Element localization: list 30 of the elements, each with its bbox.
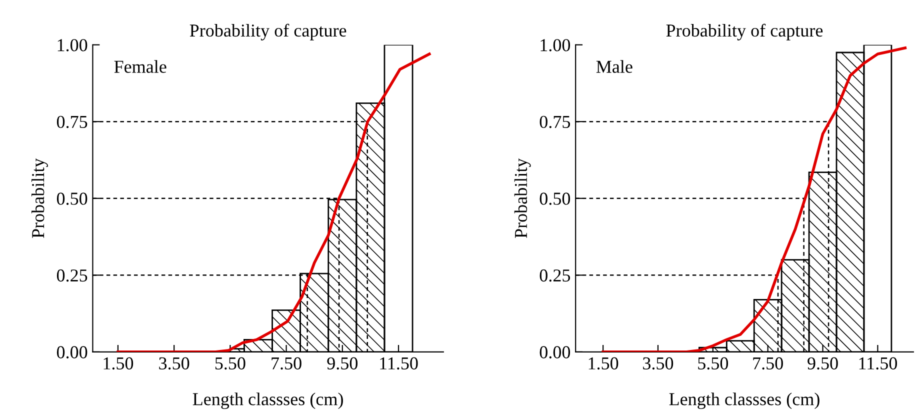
x-tick-label: 11.50 xyxy=(380,357,418,370)
x-tick-label: 9.50 xyxy=(808,357,838,370)
x-axis-title: Length classses (cm) xyxy=(669,392,820,410)
y-tick-label: 0.75 xyxy=(56,116,88,128)
y-tick-label: 0.50 xyxy=(56,192,88,205)
y-tick-label: 1.00 xyxy=(58,39,88,52)
x-tick-label: 3.50 xyxy=(643,357,674,370)
y-axis-title: Probability xyxy=(32,158,48,238)
y-tick-label: 0.75 xyxy=(540,116,570,128)
x-tick-label: 1.50 xyxy=(104,357,134,370)
x-axis-title: Length classses (cm) xyxy=(192,392,343,410)
x-tick-label: 7.50 xyxy=(753,357,783,370)
y-tick-label: 1.00 xyxy=(540,39,570,52)
chart-title: Probability of capture xyxy=(190,24,346,40)
chart-title: Probability of capture xyxy=(666,24,823,40)
x-tick-label: 1.50 xyxy=(588,357,618,370)
y-tick-label: 0.25 xyxy=(540,269,570,282)
x-tick-label: 11.50 xyxy=(859,357,897,370)
x-tick-label: 5.50 xyxy=(698,357,728,370)
x-tick-label: 7.50 xyxy=(272,357,302,370)
y-tick-label: 0.50 xyxy=(540,192,570,205)
x-tick-label: 5.50 xyxy=(215,357,246,370)
annotation: Female xyxy=(114,60,166,73)
x-tick-label: 9.50 xyxy=(327,357,358,370)
x-tick-label: 3.50 xyxy=(159,357,190,370)
y-tick-label: 0.00 xyxy=(56,346,88,358)
y-tick-label: 0.25 xyxy=(56,269,88,282)
y-tick-label: 0.00 xyxy=(540,346,570,358)
annotation: Male xyxy=(596,60,632,73)
y-axis-title: Probability xyxy=(514,158,531,238)
